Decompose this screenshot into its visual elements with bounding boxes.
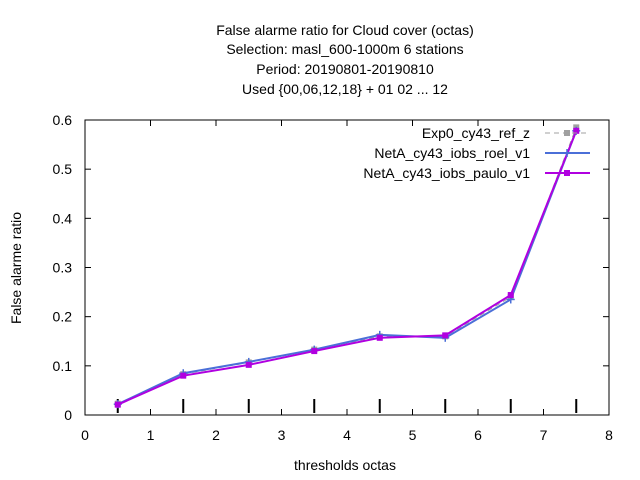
legend-item-2: NetA_cy43_iobs_roel_v1 <box>374 145 590 161</box>
legend-item-1: Exp0_cy43_ref_z <box>422 125 590 141</box>
data-point <box>311 348 318 355</box>
y-axis-label: False alarme ratio <box>8 212 24 324</box>
x-tick-label: 7 <box>540 427 548 443</box>
chart-title: False alarme ratio for Cloud cover (octa… <box>216 22 474 97</box>
data-point <box>507 292 514 299</box>
legend-label: NetA_cy43_iobs_roel_v1 <box>374 145 530 161</box>
x-tick-label: 3 <box>278 427 286 443</box>
x-tick-label: 8 <box>605 427 613 443</box>
y-tick-label: 0.3 <box>53 260 73 276</box>
x-tick-label: 2 <box>212 427 220 443</box>
series-line <box>117 130 578 406</box>
legend: Exp0_cy43_ref_z NetA_cy43_iobs_roel_v1 Net… <box>363 125 590 181</box>
axis-ticks <box>84 119 610 416</box>
x-tick-label: 5 <box>409 427 417 443</box>
y-tick-label: 0.4 <box>53 210 73 226</box>
data-point <box>114 401 121 408</box>
x-axis-label: thresholds octas <box>294 457 396 473</box>
plot-frame <box>84 119 610 416</box>
data-point <box>245 361 252 368</box>
data-point <box>376 334 383 341</box>
y-tick-label: 0.5 <box>53 161 73 177</box>
legend-label: Exp0_cy43_ref_z <box>422 125 530 141</box>
y-tick-label: 0.1 <box>53 358 73 374</box>
x-tick-label: 0 <box>81 427 89 443</box>
legend-label: NetA_cy43_iobs_paulo_v1 <box>363 165 530 181</box>
data-point <box>180 372 187 379</box>
y-tick-label: 0 <box>64 407 72 423</box>
data-point <box>442 332 449 339</box>
data-point <box>573 127 580 134</box>
legend-item-3: NetA_cy43_iobs_paulo_v1 <box>363 165 590 181</box>
legend-marker <box>564 130 570 136</box>
x-tick-label: 6 <box>474 427 482 443</box>
title-line-3: Period: 20190801-20190810 <box>256 61 434 77</box>
x-tick-label: 4 <box>343 427 351 443</box>
y-tick-labels: 0 0.1 0.2 0.3 0.4 0.5 0.6 <box>53 112 73 423</box>
x-tick-labels: 0 1 2 3 4 5 6 7 8 <box>81 427 613 443</box>
title-line-4: Used {00,06,12,18} + 01 02 ... 12 <box>242 81 448 97</box>
title-line-2: Selection: masl_600-1000m 6 stations <box>226 41 463 57</box>
legend-marker <box>564 170 570 176</box>
y-tick-label: 0.2 <box>53 309 73 325</box>
title-line-1: False alarme ratio for Cloud cover (octa… <box>216 22 474 38</box>
x-tick-label: 1 <box>147 427 155 443</box>
series-3 <box>114 127 580 408</box>
y-tick-label: 0.6 <box>53 112 73 128</box>
series-line <box>117 130 578 406</box>
